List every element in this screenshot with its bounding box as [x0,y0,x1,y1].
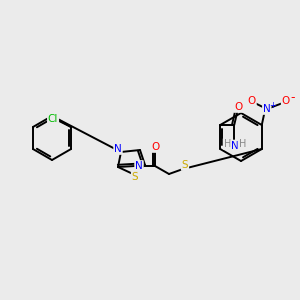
Text: O: O [151,142,159,152]
Text: H: H [224,139,231,149]
Text: -: - [290,92,295,104]
Text: N: N [135,161,143,171]
Text: S: S [182,160,188,170]
Text: O: O [248,96,256,106]
Text: N: N [263,104,271,114]
Text: Cl: Cl [48,114,58,124]
Text: N: N [231,141,239,151]
Text: +: + [269,100,276,109]
Text: H: H [238,139,246,149]
Text: N: N [114,144,122,154]
Text: O: O [282,96,290,106]
Text: S: S [132,172,138,182]
Text: O: O [234,102,242,112]
